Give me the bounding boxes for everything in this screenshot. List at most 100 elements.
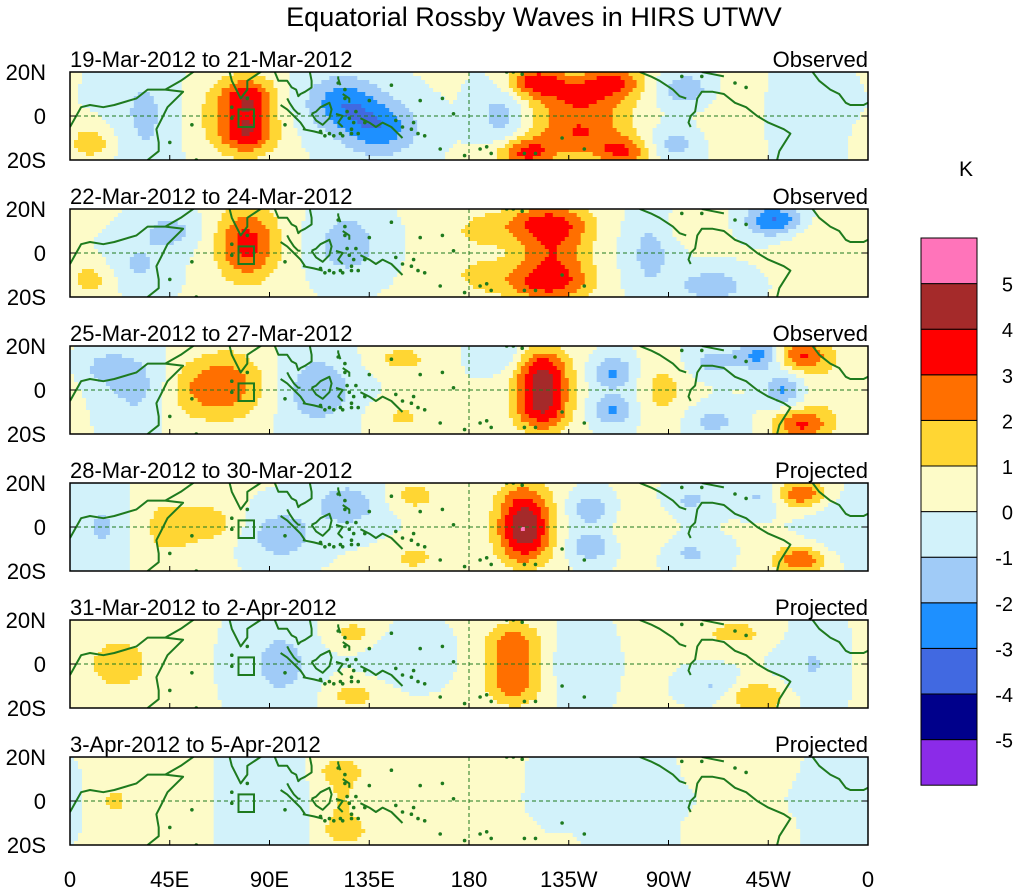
island — [323, 408, 327, 412]
field-cell — [117, 285, 183, 290]
field-cell — [664, 543, 737, 548]
field-cell — [81, 785, 215, 790]
field-cell — [309, 152, 366, 157]
island — [582, 832, 587, 836]
y-tick-label: 20N — [6, 334, 46, 359]
field-cell — [70, 354, 107, 359]
field-cell — [700, 358, 753, 363]
field-cell — [764, 354, 773, 359]
island — [323, 682, 327, 686]
island — [351, 257, 356, 262]
field-cell — [181, 88, 211, 93]
field-cell — [588, 104, 618, 109]
field-cell — [361, 354, 386, 359]
field-cell — [149, 265, 187, 270]
field-cell — [796, 402, 868, 407]
field-cell — [269, 209, 307, 214]
field-cell — [413, 503, 418, 508]
field-cell — [81, 813, 215, 818]
field-cell — [129, 503, 251, 508]
field-cell — [153, 96, 183, 101]
field-cell — [760, 495, 773, 500]
field-cell — [644, 273, 658, 278]
field-cell — [137, 648, 215, 653]
field-cell — [245, 507, 322, 512]
field-cell — [189, 386, 247, 391]
field-cell — [225, 519, 247, 524]
field-cell — [556, 676, 622, 681]
field-cell — [788, 398, 805, 403]
field-cell — [165, 346, 279, 351]
field-cell — [572, 104, 590, 109]
field-cell — [469, 72, 486, 77]
field-cell — [516, 539, 534, 544]
field-cell — [520, 797, 698, 802]
field-cell — [261, 672, 299, 677]
field-cell — [261, 668, 303, 673]
field-cell — [265, 257, 283, 262]
field-cell — [145, 366, 167, 371]
field-cell — [620, 273, 646, 278]
field-cell — [556, 519, 570, 524]
field-cell — [728, 418, 753, 423]
field-cell — [596, 519, 618, 524]
field-cell — [540, 152, 558, 157]
field-cell — [85, 402, 131, 407]
field-cell — [840, 491, 868, 496]
field-cell — [544, 519, 550, 524]
field-cell — [385, 483, 506, 488]
field-cell — [305, 100, 322, 105]
coastline — [335, 523, 344, 539]
field-cell — [660, 116, 694, 121]
anomaly-field — [70, 72, 868, 160]
field-cell — [568, 495, 618, 500]
field-cell — [544, 148, 606, 153]
island — [489, 151, 494, 156]
field-cell — [101, 116, 135, 121]
field-cell — [572, 414, 586, 419]
field-cell — [668, 676, 737, 681]
field-cell — [516, 80, 526, 85]
island — [411, 257, 416, 262]
field-cell — [680, 76, 694, 81]
field-cell — [772, 563, 789, 568]
field-cell — [732, 684, 749, 689]
field-cell — [365, 366, 466, 371]
field-cell — [496, 676, 530, 681]
field-cell — [564, 414, 574, 419]
field-cell — [441, 688, 486, 693]
field-cell — [636, 84, 646, 89]
field-cell — [768, 277, 868, 282]
field-cell — [532, 112, 550, 117]
field-cell — [580, 841, 682, 845]
field-cell — [684, 410, 757, 415]
field-cell — [824, 543, 868, 548]
island — [349, 401, 354, 406]
field-cell — [113, 132, 139, 137]
field-cell — [512, 354, 522, 359]
field-cell — [373, 96, 394, 101]
field-cell — [772, 422, 785, 427]
field-cell — [353, 148, 402, 153]
field-cell — [748, 245, 769, 250]
island — [440, 644, 445, 649]
field-cell — [560, 406, 566, 411]
island — [168, 414, 172, 419]
field-cell — [129, 108, 159, 113]
field-cell — [640, 414, 686, 419]
field-cell — [788, 527, 868, 532]
island — [351, 668, 356, 673]
field-cell — [656, 374, 670, 379]
field-cell — [70, 386, 79, 391]
island — [367, 509, 372, 514]
island — [230, 390, 234, 395]
field-cell — [768, 394, 797, 399]
field-cell — [820, 483, 845, 488]
island — [489, 699, 494, 704]
field-cell — [70, 636, 219, 641]
field-cell — [289, 551, 346, 556]
field-cell — [548, 515, 558, 520]
field-cell — [564, 72, 586, 77]
field-cell — [261, 543, 303, 548]
